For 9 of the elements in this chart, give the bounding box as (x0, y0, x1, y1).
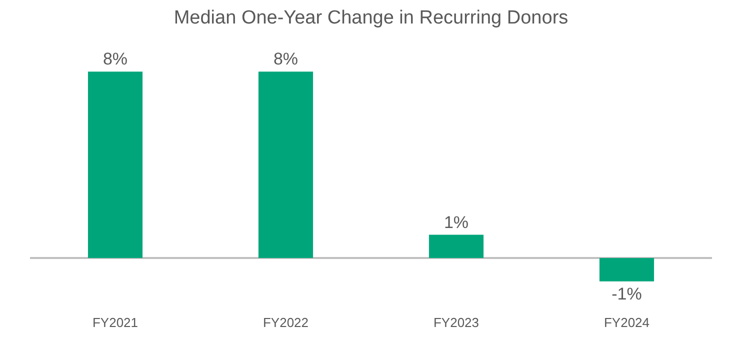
x-tick-label: FY2024 (604, 315, 650, 330)
data-label: 8% (102, 50, 128, 69)
x-tick-label: FY2023 (433, 315, 480, 330)
x-tick-label: FY2022 (262, 315, 309, 330)
data-label: 8% (273, 50, 298, 69)
data-label: -1% (612, 284, 642, 304)
data-label: 1% (444, 212, 469, 232)
chart-title: Median One-Year Change in Recurring Donors (174, 8, 568, 29)
x-tick-label: FY2021 (92, 315, 138, 330)
